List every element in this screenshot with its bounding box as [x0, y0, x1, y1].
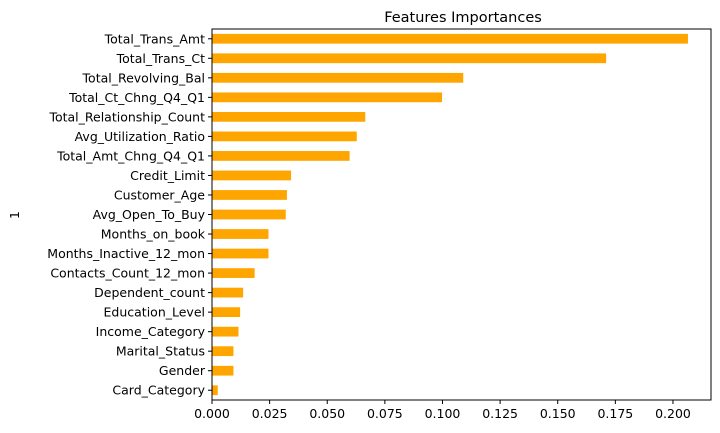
y-tick-label: Total_Trans_Ct: [116, 51, 205, 66]
bars-group: [212, 33, 688, 396]
y-tick-label: Customer_Age: [114, 187, 205, 202]
x-tick-label: 0.075: [367, 406, 403, 421]
y-tick-label: Education_Level: [104, 305, 205, 320]
y-tick-label: Total_Trans_Amt: [104, 31, 205, 46]
y-tick-label: Months_on_book: [101, 227, 206, 242]
bar-total-trans-amt: [212, 33, 688, 44]
x-tick-label: 0.150: [540, 406, 576, 421]
bar-total-amt-chng-q4-q1: [212, 151, 350, 161]
x-ticks-group: 0.000 0.025 0.050 0.075 0.100 0.125 0.150 0.175…: [194, 400, 691, 421]
bar-months-inactive-12-mon: [212, 248, 269, 259]
y-tick-label: Marital_Status: [116, 344, 205, 359]
bar-total-revolving-bal: [212, 72, 464, 83]
y-tick-label: Total_Revolving_Bal: [82, 70, 205, 85]
y-tick-label: Credit_Limit: [130, 168, 205, 183]
y-tick-label: Card_Category: [112, 383, 205, 398]
y-tick-label: Months_Inactive_12_mon: [47, 246, 205, 261]
y-tick-label: Total_Ct_Chng_Q4_Q1: [68, 90, 205, 105]
bar-total-trans-ct: [212, 53, 607, 64]
bar-credit-limit: [212, 170, 292, 181]
bar-avg-utilization-ratio: [212, 131, 357, 142]
bar-dependent-count: [212, 287, 244, 298]
y-tick-label: Total_Relationship_Count: [48, 109, 205, 124]
y-tick-label: Gender: [159, 363, 206, 378]
y-tick-label: Avg_Utilization_Ratio: [75, 129, 205, 144]
x-tick-label: 0.025: [252, 406, 288, 421]
bar-total-ct-chng-q4-q1: [212, 92, 443, 103]
bar-gender: [212, 365, 234, 376]
y-tick-label: Dependent_count: [94, 285, 205, 300]
bar-customer-age: [212, 190, 287, 200]
bar-contacts-count-12-mon: [212, 268, 255, 278]
x-tick-label: 0.100: [425, 406, 461, 421]
bar-education-level: [212, 307, 241, 318]
x-tick-label: 0.125: [482, 406, 518, 421]
chart-title: Features Importances: [384, 10, 542, 26]
x-tick-label: 0.200: [655, 406, 691, 421]
bar-months-on-book: [212, 229, 269, 239]
bar-avg-open-to-buy: [212, 209, 286, 220]
y-tick-label: Income_Category: [96, 324, 206, 339]
y-tick-label: Total_Amt_Chng_Q4_Q1: [56, 148, 205, 163]
bar-marital-status: [212, 346, 234, 357]
bar-total-relationship-count: [212, 111, 366, 122]
y-tick-label: Contacts_Count_12_mon: [50, 266, 205, 281]
x-tick-label: 0.000: [194, 406, 230, 421]
x-tick-label: 0.175: [597, 406, 633, 421]
x-tick-label: 0.050: [309, 406, 345, 421]
y-tick-label: Avg_Open_To_Buy: [93, 207, 206, 222]
plot-frame: [211, 28, 712, 401]
y-axis-label: 1: [7, 211, 22, 219]
y-ticks-group: Total_Trans_Amt Total_Trans_Ct Total_Revol…: [47, 31, 212, 398]
bar-card-category: [212, 385, 218, 396]
bar-income-category: [212, 326, 239, 337]
